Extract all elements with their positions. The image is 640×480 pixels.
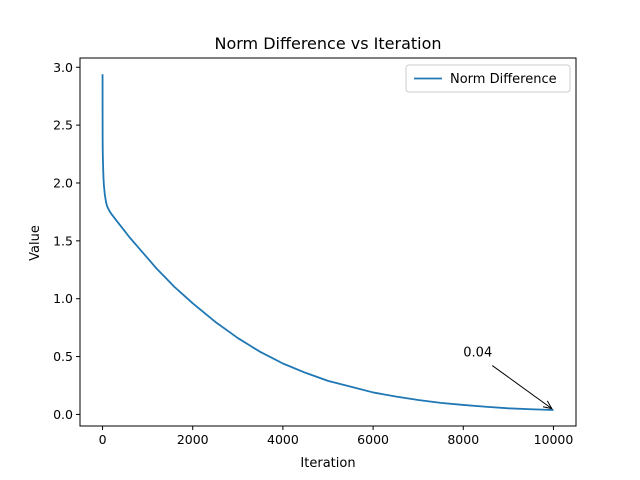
series-line-0 <box>101 74 554 411</box>
x-tick-label-4: 8000 <box>447 432 479 447</box>
y-tick-label-3: 1.5 <box>53 233 73 248</box>
legend-box <box>405 64 571 93</box>
y-tick-label-4: 2.0 <box>53 175 73 190</box>
x-tick-label-1: 2000 <box>177 432 209 447</box>
x-axis-label: Iteration <box>300 456 355 471</box>
y-tick-label-6: 3.0 <box>53 60 73 75</box>
y-tick-label-1: 0.5 <box>53 349 73 364</box>
axes-frame <box>79 57 577 427</box>
y-tick-label-0: 0.0 <box>53 407 73 422</box>
annotation-arrow-line <box>491 365 553 410</box>
y-axis-label: Value <box>28 225 43 261</box>
x-tick-label-5: 10000 <box>534 432 574 447</box>
annotation-text: 0.04 <box>463 346 492 361</box>
plot-area: 0 2000 4000 6000 8000 10000 0.0 0.5 1.0 1.5 2.0 2.5… <box>53 57 577 447</box>
x-tick-label-2: 4000 <box>267 432 299 447</box>
annotation-arrow-head <box>542 400 553 410</box>
legend-label: Norm Difference <box>450 72 557 87</box>
chart-title: Norm Difference vs Iteration <box>214 34 441 53</box>
x-tick-label-3: 6000 <box>357 432 389 447</box>
x-tick-label-0: 0 <box>99 432 107 447</box>
y-tick-label-5: 2.5 <box>53 118 73 133</box>
y-tick-label-2: 1.0 <box>53 291 73 306</box>
